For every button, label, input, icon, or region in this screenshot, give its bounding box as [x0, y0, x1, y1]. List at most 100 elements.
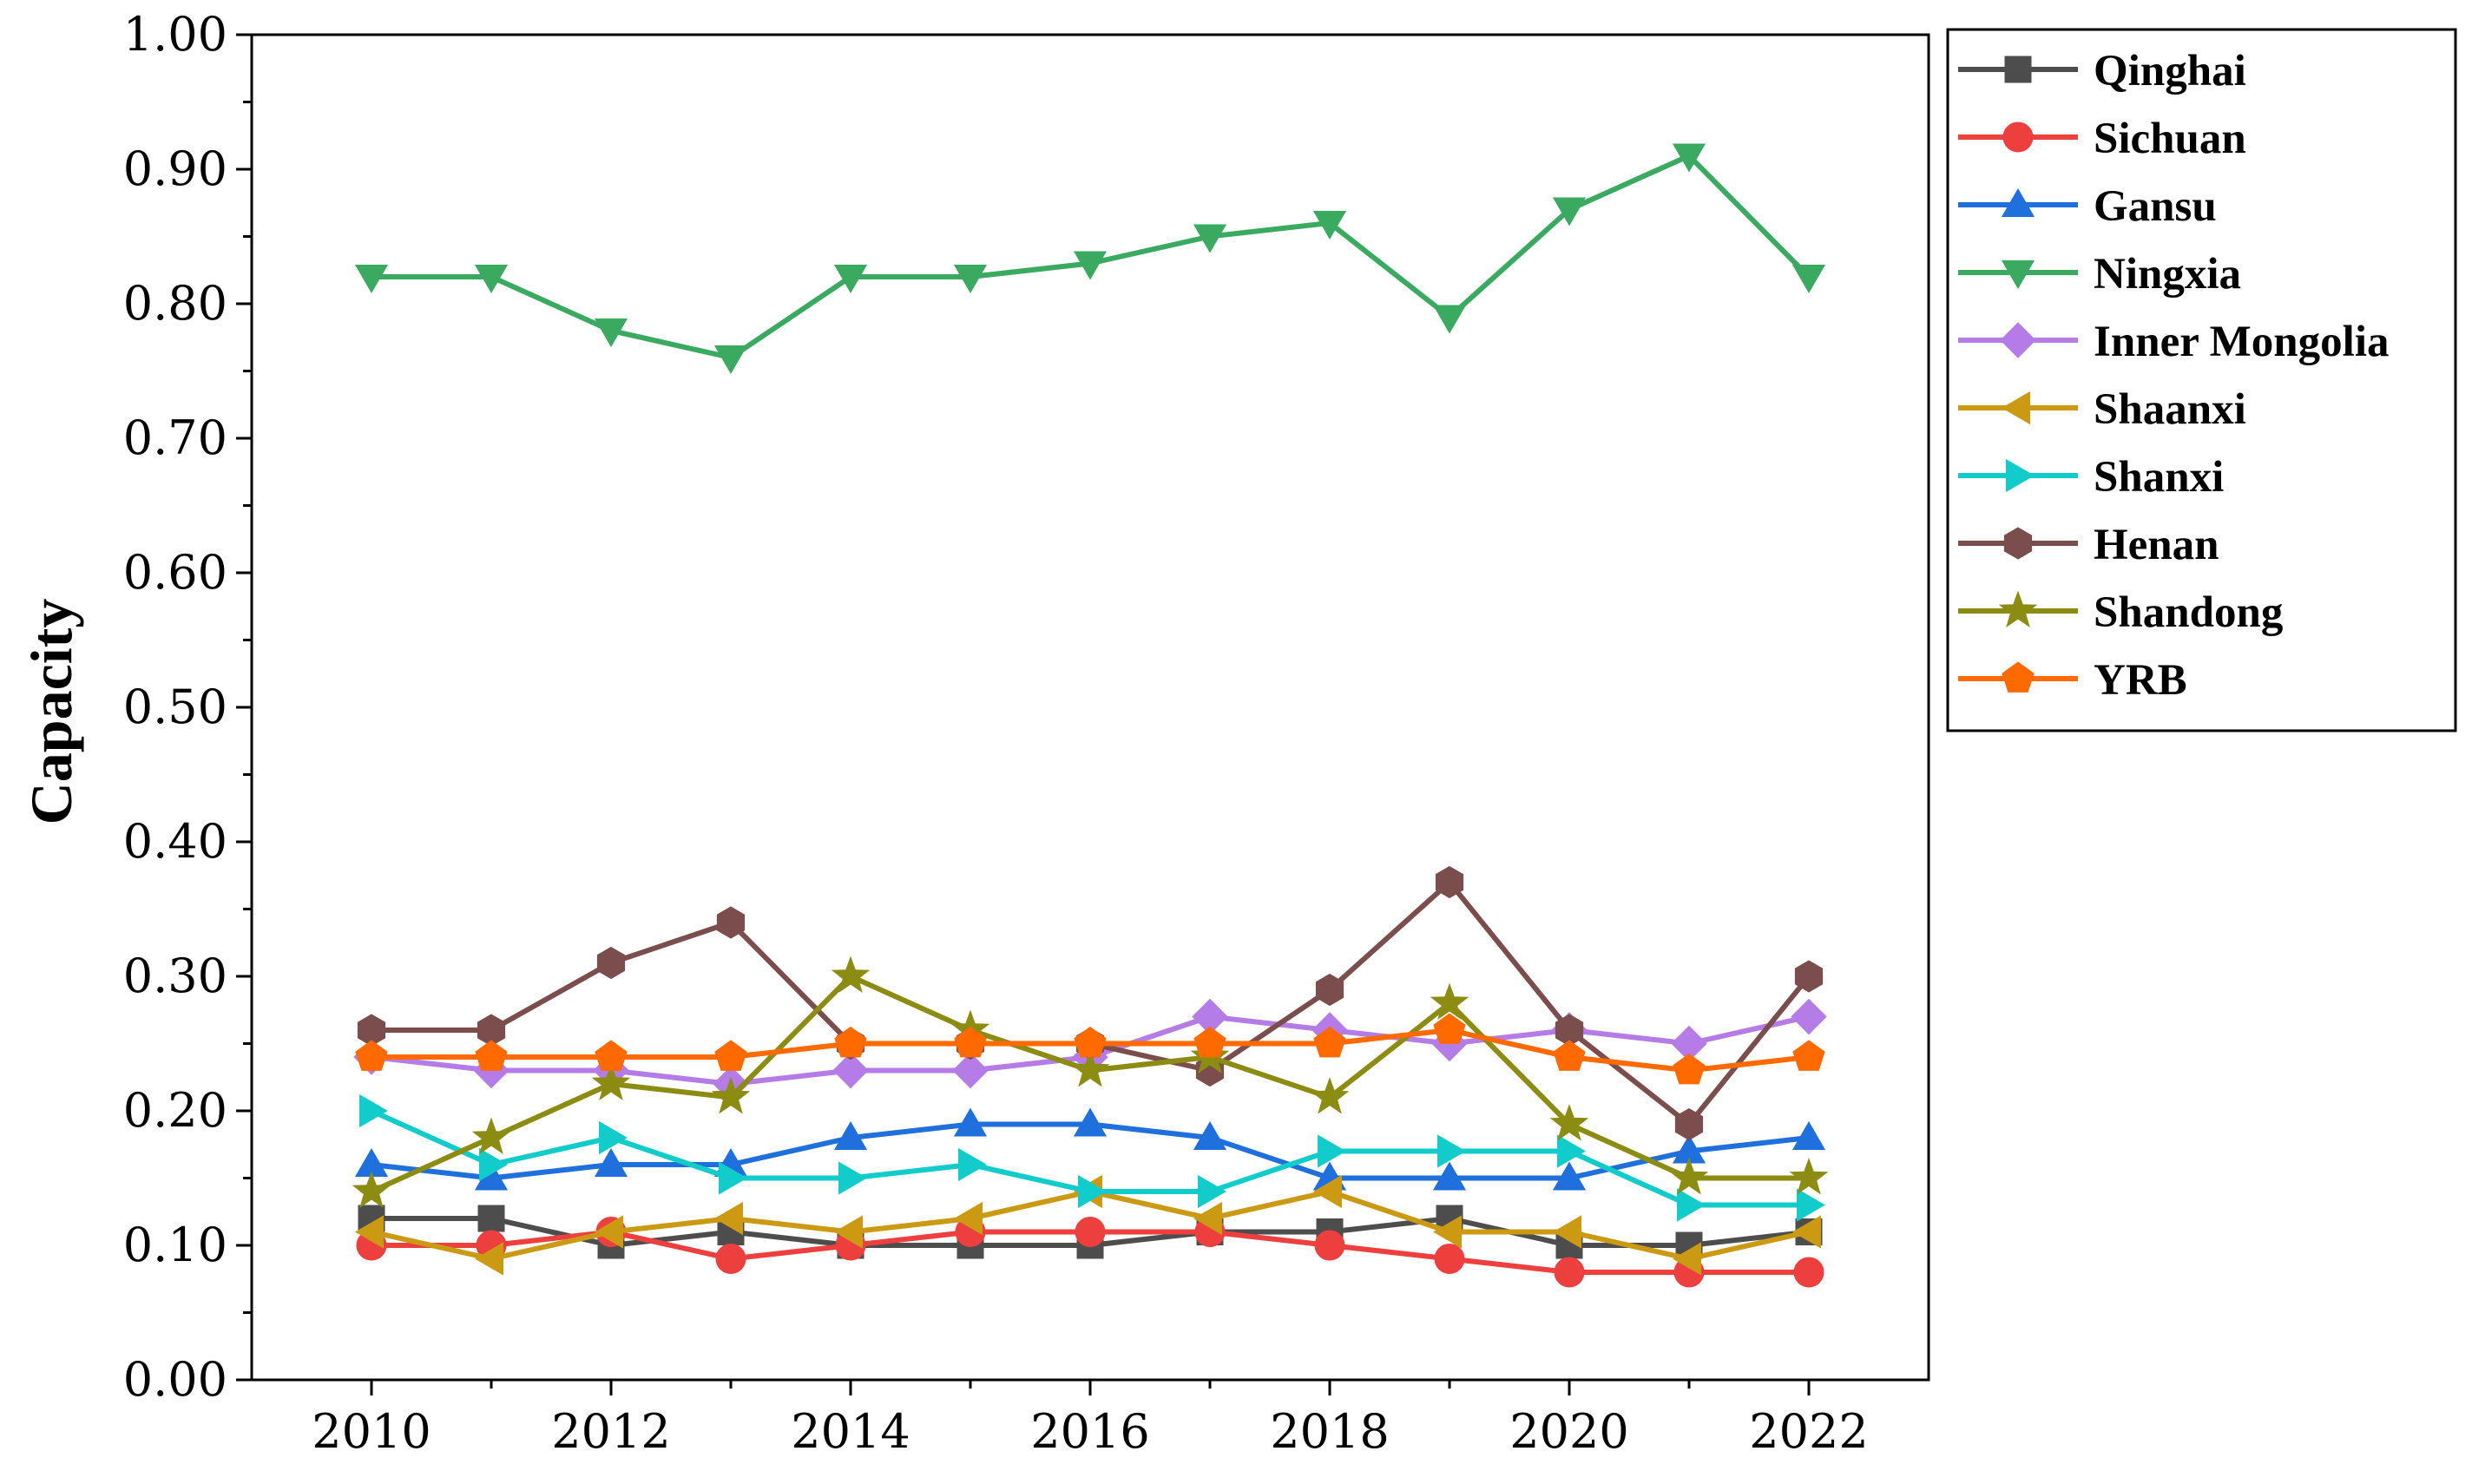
legend-marker-gansu [2001, 188, 2035, 217]
y-tick-label: 0.00 [123, 1352, 227, 1407]
legend-label-ningxia: Ningxia [2094, 250, 2241, 299]
legend-item-henan: Henan [1958, 521, 2219, 569]
legend-item-inner-mongolia: Inner Mongolia [1958, 318, 2390, 366]
data-point-shandong [1549, 1104, 1589, 1141]
data-point-ningxia [1552, 197, 1587, 227]
data-point-gansu [1791, 1121, 1826, 1150]
data-point-shanxi [1078, 1174, 1107, 1209]
y-tick-label: 0.80 [123, 276, 227, 331]
legend-item-qinghai: Qinghai [1958, 47, 2246, 95]
legend-box [1946, 28, 2457, 732]
legend-label-yrb: YRB [2094, 656, 2187, 705]
data-point-sichuan [1793, 1257, 1824, 1288]
data-point-shanxi [1318, 1134, 1346, 1168]
data-point-ningxia [833, 265, 868, 293]
data-point-shandong [1789, 1158, 1829, 1195]
data-point-ningxia [953, 265, 988, 293]
legend-marker-shanxi [2006, 458, 2035, 493]
y-tick-label: 0.50 [123, 680, 227, 734]
legend-label-qinghai: Qinghai [2094, 47, 2246, 95]
legend-marker-shandong [1998, 590, 2038, 627]
data-point-shandong [471, 1117, 511, 1154]
data-point-yrb [834, 1026, 867, 1058]
legend-item-yrb: YRB [1958, 656, 2187, 705]
data-point-yrb [1193, 1026, 1226, 1058]
data-point-shandong [1070, 1050, 1110, 1087]
data-point-qinghai [477, 1205, 505, 1232]
legend: Qinghai Sichuan Gansu Ningxia Inner Mongolia… [1946, 28, 2457, 732]
data-point-shandong [1430, 982, 1469, 1020]
data-point-henan [1794, 960, 1824, 993]
data-point-ningxia [1193, 224, 1227, 253]
legend-marker-henan [2003, 527, 2033, 560]
data-point-ningxia [354, 265, 389, 293]
data-point-sichuan [1554, 1257, 1585, 1288]
data-point-inner-mongolia [1791, 998, 1827, 1035]
data-point-yrb [1673, 1053, 1706, 1085]
data-point-ningxia [474, 265, 509, 293]
data-point-shaanxi [475, 1242, 503, 1276]
data-point-shaanxi [1193, 1201, 1222, 1236]
y-tick-label: 0.30 [123, 949, 227, 1003]
data-point-shanxi [838, 1161, 867, 1195]
series-line-henan [371, 879, 1811, 1127]
y-tick-label: 0.90 [123, 141, 227, 196]
data-point-ningxia [1672, 143, 1706, 173]
x-tick-label: 2014 [791, 1404, 910, 1459]
y-tick-label: 0.10 [123, 1218, 227, 1272]
data-point-ningxia [594, 318, 628, 347]
data-point-yrb [475, 1040, 508, 1071]
x-tick-label: 2016 [1030, 1404, 1149, 1459]
legend-label-gansu: Gansu [2094, 182, 2217, 231]
data-point-shanxi [1677, 1188, 1706, 1222]
y-tick-label: 0.20 [123, 1083, 227, 1138]
legend-item-shaanxi: Shaanxi [1958, 385, 2246, 434]
legend-label-henan: Henan [2094, 521, 2219, 569]
data-point-shanxi [1437, 1134, 1466, 1168]
legend-marker-qinghai [2004, 56, 2032, 83]
legend-item-gansu: Gansu [1958, 182, 2217, 231]
data-point-yrb [595, 1040, 628, 1071]
x-tick-label: 2010 [312, 1404, 431, 1459]
data-point-shaanxi [834, 1215, 863, 1249]
data-point-inner-mongolia [832, 1052, 869, 1089]
data-point-sichuan [1434, 1244, 1465, 1274]
data-point-ningxia [713, 345, 748, 374]
data-point-shaanxi [595, 1215, 623, 1249]
data-point-shaanxi [1313, 1174, 1342, 1209]
data-point-henan [596, 946, 626, 980]
legend-label-shanxi: Shanxi [2094, 453, 2224, 502]
legend-label-inner-mongolia: Inner Mongolia [2094, 318, 2390, 366]
series-shanxi [359, 1093, 1825, 1222]
data-point-yrb [1433, 1013, 1466, 1044]
x-tick-label: 2012 [551, 1404, 670, 1459]
data-point-henan [1674, 1107, 1704, 1141]
data-point-shandong [711, 1077, 751, 1114]
data-point-shandong [591, 1063, 631, 1100]
data-point-yrb [1313, 1026, 1346, 1058]
data-point-shanxi [359, 1093, 388, 1128]
data-point-ningxia [1073, 251, 1108, 280]
data-point-shanxi [719, 1161, 747, 1195]
data-point-sichuan [715, 1244, 746, 1274]
data-point-shaanxi [355, 1215, 384, 1249]
legend-item-shanxi: Shanxi [1958, 453, 2224, 502]
data-point-shanxi [479, 1147, 508, 1182]
data-point-gansu [1193, 1121, 1227, 1150]
x-tick-label: 2020 [1509, 1404, 1628, 1459]
data-point-henan [1315, 973, 1344, 1007]
legend-marker-shaanxi [2002, 391, 2030, 425]
data-point-shaanxi [1553, 1215, 1581, 1249]
legend-marker-yrb [2002, 661, 2035, 693]
data-point-shaanxi [714, 1201, 743, 1236]
data-point-gansu [833, 1121, 868, 1150]
data-point-shaanxi [1433, 1215, 1462, 1249]
data-point-inner-mongolia [952, 1052, 989, 1089]
legend-label-shaanxi: Shaanxi [2094, 385, 2246, 434]
data-point-gansu [953, 1107, 988, 1137]
data-point-gansu [1552, 1161, 1587, 1191]
data-point-ningxia [1791, 265, 1826, 293]
data-point-sichuan [1314, 1230, 1345, 1261]
legend-marker-sichuan [2002, 121, 2034, 153]
